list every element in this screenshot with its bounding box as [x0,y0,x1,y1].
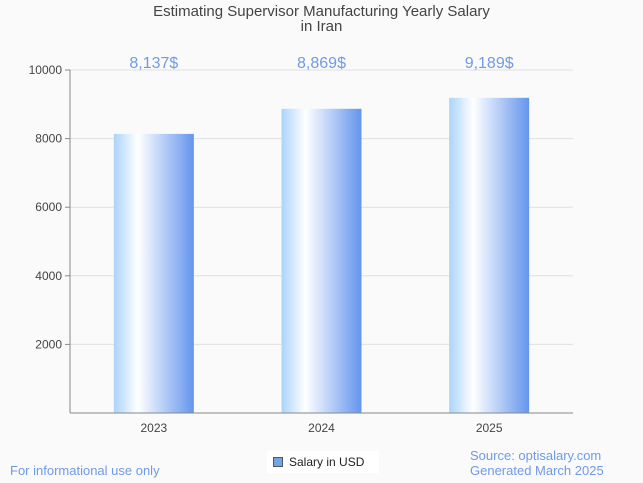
source-link[interactable]: Source: optisalary.com [470,448,602,463]
bar-2025 [449,97,530,414]
legend-label: Salary in USD [289,455,365,469]
y-tick-label: 2000 [35,337,62,351]
data-label: 8,137$ [129,55,178,72]
bar-2024 [281,108,362,413]
chart-title: Estimating Supervisor Manufacturing Year… [0,4,643,34]
data-label: 9,189$ [465,55,514,72]
bar-2023 [113,133,194,414]
legend: Salary in USD [267,451,379,473]
x-tick-label: 2025 [476,421,503,435]
title-line-2: in Iran [300,18,343,35]
generated-date: Generated March 2025 [470,463,604,478]
y-tick-label: 8000 [35,132,62,146]
y-tick-label: 10000 [29,63,63,77]
y-tick-label: 6000 [35,200,62,214]
y-tick-label: 4000 [35,269,62,283]
disclaimer: For informational use only [10,463,160,478]
x-tick-label: 2024 [308,421,335,435]
title-line-1: Estimating Supervisor Manufacturing Year… [153,3,490,20]
x-tick-label: 2023 [140,421,167,435]
data-label: 8,869$ [297,55,346,72]
legend-swatch [273,457,283,467]
